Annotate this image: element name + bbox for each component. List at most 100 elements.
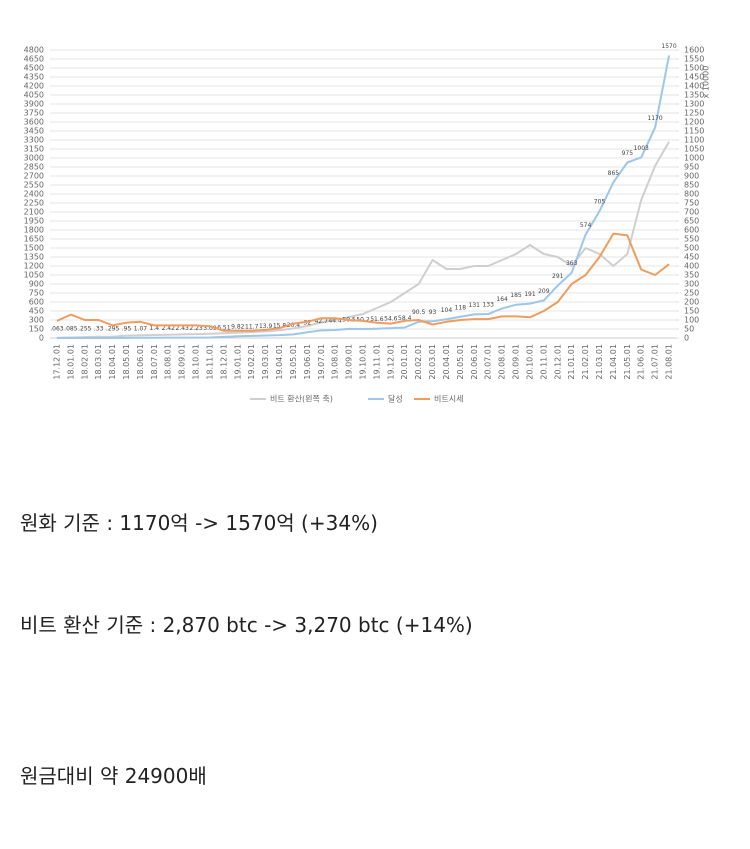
data-label: 1170 bbox=[647, 115, 662, 122]
y2-tick-label: 150 bbox=[684, 307, 699, 316]
data-label: 54.6 bbox=[384, 316, 398, 323]
y2-tick-label: 100 bbox=[684, 316, 699, 325]
y-tick-label: 1350 bbox=[24, 253, 44, 262]
y-tick-label: 4350 bbox=[24, 73, 44, 82]
x-tick-label: 18.05.01 bbox=[122, 344, 131, 380]
y2-tick-label: 650 bbox=[684, 217, 699, 226]
data-label: 191 bbox=[524, 291, 536, 298]
data-label: 32 bbox=[304, 320, 312, 327]
y-tick-label: 1200 bbox=[24, 262, 44, 271]
data-label: 44.4 bbox=[328, 318, 342, 325]
x-tick-label: 18.12.01 bbox=[219, 344, 228, 380]
y2-tick-label: 300 bbox=[684, 280, 699, 289]
legend-label: 비트 환산(왼쪽 축) bbox=[270, 394, 333, 404]
x-tick-label: 18.11.01 bbox=[205, 344, 214, 380]
x-tick-label: 20.10.01 bbox=[525, 344, 534, 380]
y-tick-label: 4500 bbox=[24, 64, 44, 73]
data-label: 1570 bbox=[661, 43, 676, 50]
y2-tick-label: 1500 bbox=[684, 64, 704, 73]
x-tick-label: 20.01.01 bbox=[400, 344, 409, 380]
x-tick-label: 19.05.01 bbox=[289, 344, 298, 380]
y2-tick-label: 1100 bbox=[684, 136, 704, 145]
y-tick-label: 3450 bbox=[24, 127, 44, 136]
legend-label: 달성 bbox=[388, 395, 403, 404]
y-tick-label: 600 bbox=[29, 298, 44, 307]
y2-tick-label: 1450 bbox=[684, 73, 704, 82]
y-tick-label: 4200 bbox=[24, 82, 44, 91]
x-tick-label: 19.07.01 bbox=[317, 344, 326, 380]
data-label: .295 bbox=[106, 325, 120, 332]
data-label: 90.5 bbox=[412, 309, 426, 316]
x-tick-label: 20.02.01 bbox=[414, 344, 423, 380]
y2-tick-label: 1050 bbox=[684, 145, 704, 154]
y-tick-label: 1050 bbox=[24, 271, 44, 280]
x-tick-label: 20.12.01 bbox=[553, 344, 562, 380]
y-tick-label: 2550 bbox=[24, 181, 44, 190]
data-label: .063 bbox=[50, 325, 64, 332]
y2-tick-label: 400 bbox=[684, 262, 699, 271]
x-tick-label: 21.08.01 bbox=[665, 344, 674, 380]
y-tick-label: 2850 bbox=[24, 163, 44, 172]
y-tick-label: 4800 bbox=[24, 46, 44, 55]
y2-tick-label: 850 bbox=[684, 181, 699, 190]
x-tick-label: 21.06.01 bbox=[637, 344, 646, 380]
series-line bbox=[56, 55, 671, 339]
y-tick-label: 3300 bbox=[24, 136, 44, 145]
x-tick-label: 20.07.01 bbox=[484, 344, 493, 380]
data-label: 705 bbox=[594, 199, 606, 206]
x-tick-label: 18.10.01 bbox=[192, 344, 201, 380]
data-label: .33 bbox=[94, 325, 104, 332]
x-tick-label: 18.03.01 bbox=[94, 344, 103, 380]
data-label: 574 bbox=[580, 222, 592, 229]
y-tick-label: 750 bbox=[29, 289, 44, 298]
y-tick-label: 300 bbox=[29, 316, 44, 325]
x-tick-label: 19.12.01 bbox=[386, 344, 395, 380]
data-label: .95 bbox=[122, 325, 132, 332]
legend-label: 비트시세 bbox=[434, 395, 463, 404]
x-tick-label: 19.04.01 bbox=[275, 344, 284, 380]
data-label: 185 bbox=[510, 292, 522, 299]
y2-tick-label: 50 bbox=[684, 325, 694, 334]
data-label: 209 bbox=[538, 288, 550, 295]
y-tick-label: 900 bbox=[29, 280, 44, 289]
y2-tick-label: 1300 bbox=[684, 100, 704, 109]
y-tick-label: 3900 bbox=[24, 100, 44, 109]
y2-tick-label: 200 bbox=[684, 298, 699, 307]
data-label: 13.9 bbox=[259, 323, 273, 330]
x-tick-label: 21.02.01 bbox=[581, 344, 590, 380]
data-label: 2.42 bbox=[162, 325, 176, 332]
y-tick-label: 2400 bbox=[24, 190, 44, 199]
data-label: 363 bbox=[566, 260, 578, 267]
data-label: 133 bbox=[482, 302, 494, 309]
y-tick-label: 3000 bbox=[24, 154, 44, 163]
data-label: 20.4 bbox=[287, 322, 301, 329]
x-tick-label: 18.09.01 bbox=[178, 344, 187, 380]
data-label: 164 bbox=[496, 296, 508, 303]
x-tick-label: 18.01.01 bbox=[66, 344, 75, 380]
x-tick-label: 18.04.01 bbox=[108, 344, 117, 380]
y2-tick-label: 1350 bbox=[684, 91, 704, 100]
chart: x 10000 01503004506007509001050120013501… bbox=[24, 43, 711, 404]
x-tick-label: 18.08.01 bbox=[164, 344, 173, 380]
text-line: 원금대비 약 24900배 bbox=[20, 764, 207, 788]
data-label: 131 bbox=[469, 302, 481, 309]
data-label: 3.09 bbox=[203, 325, 217, 332]
y2-tick-label: 1200 bbox=[684, 118, 704, 127]
y2-tick-label: 1000 bbox=[684, 154, 704, 163]
y2-tick-label: 1400 bbox=[684, 82, 704, 91]
data-label: 1.07 bbox=[134, 325, 148, 332]
y2-tick-label: 700 bbox=[684, 208, 699, 217]
data-label: 42.7 bbox=[315, 318, 329, 325]
series-line bbox=[56, 141, 670, 339]
y-tick-label: 4050 bbox=[24, 91, 44, 100]
y2-tick-label: 450 bbox=[684, 253, 699, 262]
y2-unit-label: x 10000 bbox=[702, 66, 711, 99]
x-tick-label: 19.06.01 bbox=[303, 344, 312, 380]
y2-tick-label: 550 bbox=[684, 235, 699, 244]
x-tick-label: 21.07.01 bbox=[651, 344, 660, 380]
x-tick-label: 21.05.01 bbox=[623, 344, 632, 380]
x-tick-label: 20.08.01 bbox=[498, 344, 507, 380]
y2-tick-label: 1550 bbox=[684, 55, 704, 64]
y-tick-label: 0 bbox=[39, 334, 44, 343]
y-tick-label: 1500 bbox=[24, 244, 44, 253]
